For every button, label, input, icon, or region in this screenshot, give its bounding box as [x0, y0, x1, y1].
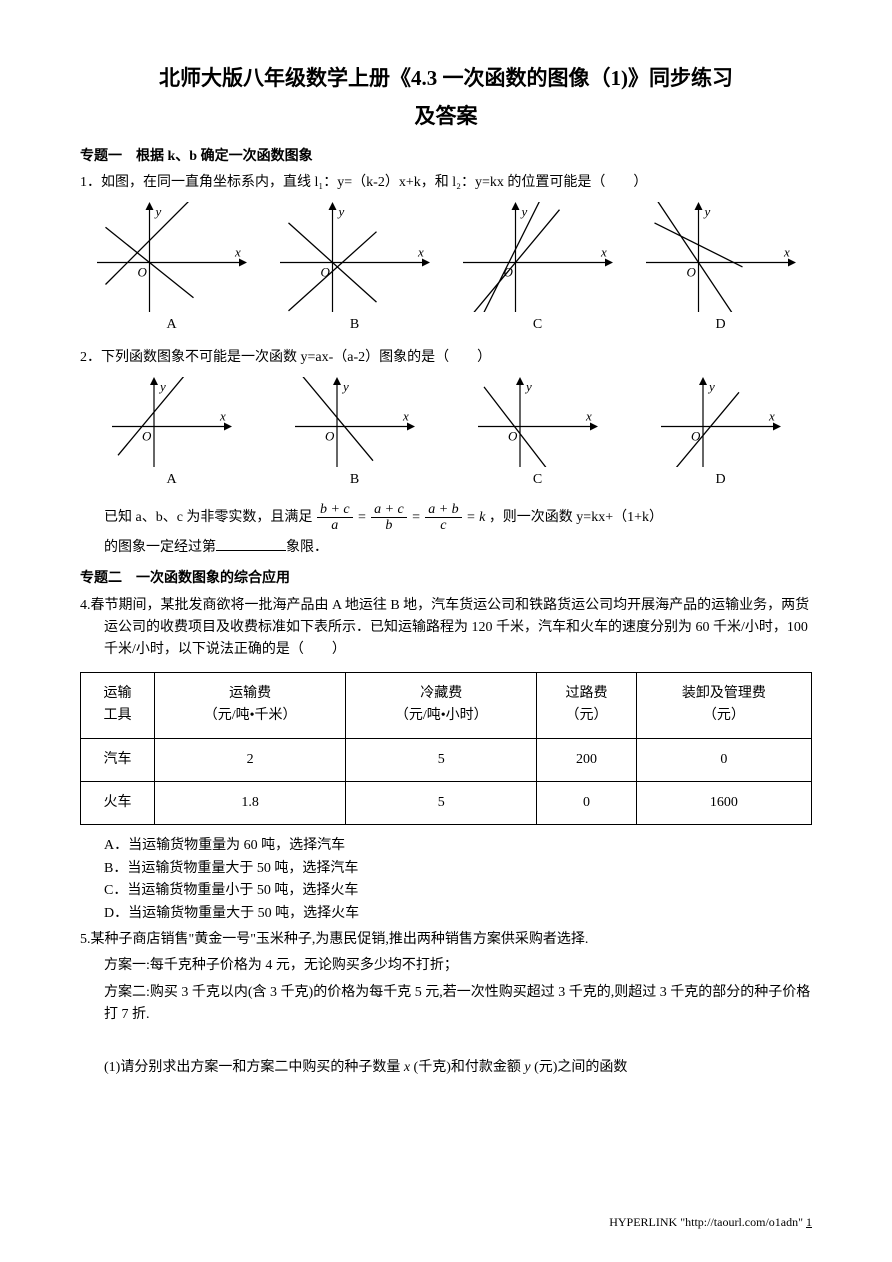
- svg-text:x: x: [402, 409, 409, 424]
- table-row: 汽车252000: [81, 738, 812, 781]
- svg-text:x: x: [585, 409, 592, 424]
- page-title: 北师大版八年级数学上册《4.3 一次函数的图像（1)》同步练习 及答案: [80, 60, 812, 136]
- q5-plan1: 方案一:每千克种子价格为 4 元，无论购买多少均不打折；: [80, 955, 812, 977]
- q4-table: 运输工具运输费（元/吨•千米）冷藏费（元/吨•小时）过路费（元）装卸及管理费（元…: [80, 672, 812, 826]
- q5-plan2: 方案二:购买 3 千克以内(含 3 千克)的价格为每千克 5 元,若一次性购买超…: [80, 982, 812, 1027]
- svg-text:O: O: [691, 429, 701, 444]
- table-header: 过路费（元）: [537, 672, 636, 738]
- q5-sub1: (1)请分别求出方案一和方案二中购买的种子数量 x (千克)和付款金额 y (元…: [80, 1057, 812, 1079]
- chart-B: yxO: [280, 202, 430, 312]
- q1-text: 1．如图，在同一直角坐标系内，直线 l₁：y=（k-2）x+k，和 l₂：y=k…: [80, 172, 812, 194]
- table-header: 装卸及管理费（元）: [636, 672, 811, 738]
- svg-text:x: x: [234, 245, 241, 260]
- q4-text: 4.春节期间，某批发商欲将一批海产品由 A 地运往 B 地，汽车货运公司和铁路货…: [80, 595, 812, 662]
- table-header: 运输费（元/吨•千米）: [155, 672, 346, 738]
- section1-heading: 专题一 根据 k、b 确定一次函数图象: [80, 146, 812, 168]
- q5-text: 5.某种子商店销售"黄金一号"玉米种子,为惠民促销,推出两种销售方案供采购者选择…: [80, 929, 812, 951]
- svg-text:y: y: [341, 379, 349, 394]
- svg-text:x: x: [219, 409, 226, 424]
- svg-text:O: O: [508, 429, 518, 444]
- q1-charts: yxOyxOyxOyxO: [80, 202, 812, 312]
- chart2-C: y x O: [478, 377, 598, 467]
- svg-text:O: O: [325, 429, 335, 444]
- page-footer: HYPERLINK "http://taourl.com/o1adn" 1: [609, 1213, 812, 1232]
- svg-text:y: y: [153, 204, 161, 219]
- section2-heading: 专题二 一次函数图象的综合应用: [80, 568, 812, 590]
- chart-A: y x O: [97, 202, 247, 312]
- q2-text: 2．下列函数图象不可能是一次函数 y=ax-（a-2）图象的是（ ）: [80, 347, 812, 369]
- table-row: 火车1.8501600: [81, 781, 812, 824]
- svg-text:x: x: [768, 409, 775, 424]
- q2-labels: A B C D: [80, 469, 812, 491]
- table-header: 运输工具: [81, 672, 155, 738]
- chart2-A: y x O: [112, 377, 232, 467]
- table-header: 冷藏费（元/吨•小时）: [346, 672, 537, 738]
- q3-blank[interactable]: [216, 536, 286, 551]
- chart2-B: y x O: [295, 377, 415, 467]
- svg-text:x: x: [783, 245, 790, 260]
- svg-text:y: y: [519, 204, 527, 219]
- svg-text:O: O: [142, 429, 152, 444]
- q3-text: 已知 a、b、c 为非零实数，且满足 b + ca = a + cb = a +…: [80, 502, 812, 565]
- svg-text:O: O: [686, 265, 696, 280]
- chart-C: yxO: [463, 202, 613, 312]
- q1-labels: A B C D: [80, 314, 812, 336]
- chart-D: y x O: [646, 202, 796, 312]
- svg-text:y: y: [707, 379, 715, 394]
- q2-charts: y x Oy x Oy x Oy x O: [80, 377, 812, 467]
- svg-text:y: y: [524, 379, 532, 394]
- svg-text:x: x: [600, 245, 607, 260]
- svg-text:y: y: [336, 204, 344, 219]
- q4-options: A．当运输货物重量为 60 吨，选择汽车 B．当运输货物重量大于 50 吨，选择…: [80, 835, 812, 925]
- svg-text:y: y: [158, 379, 166, 394]
- chart2-D: y x O: [661, 377, 781, 467]
- svg-text:O: O: [137, 265, 147, 280]
- svg-text:x: x: [417, 245, 424, 260]
- svg-text:y: y: [702, 204, 710, 219]
